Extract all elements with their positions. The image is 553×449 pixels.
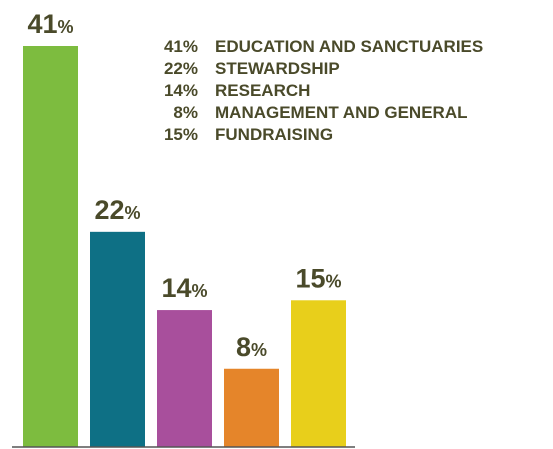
legend-percent: 41%: [163, 37, 198, 56]
legend-label: MANAGEMENT AND GENERAL: [215, 103, 468, 122]
legend-label: RESEARCH: [215, 81, 311, 100]
legend-item: 15% FUNDRAISING: [138, 124, 483, 146]
legend-item: 22% STEWARDSHIP: [138, 58, 483, 80]
bar-value-label: 15%: [295, 263, 341, 293]
bar-fundraising: [291, 300, 346, 447]
legend: 41% EDUCATION AND SANCTUARIES 22% STEWAR…: [138, 36, 483, 146]
legend-label: STEWARDSHIP: [215, 59, 340, 78]
bar-value-label: 14%: [161, 273, 207, 303]
legend-label: FUNDRAISING: [215, 125, 334, 144]
bar-value-label: 22%: [94, 195, 140, 225]
legend-item: 14% RESEARCH: [138, 80, 483, 102]
legend-item: 41% EDUCATION AND SANCTUARIES: [138, 36, 483, 58]
bar-stewardship: [90, 231, 145, 447]
bar-education-and-sanctuaries: [23, 46, 78, 447]
legend-item: 8% MANAGEMENT AND GENERAL: [138, 102, 483, 124]
bar-value-label: 8%: [236, 332, 267, 362]
legend-percent: 15%: [163, 125, 198, 144]
legend-percent: 22%: [163, 59, 198, 78]
legend-percent: 14%: [163, 81, 198, 100]
value-labels-group: 41% 22% 14% 8% 15%: [27, 9, 341, 362]
legend-label: EDUCATION AND SANCTUARIES: [215, 37, 484, 56]
legend-percent: 8%: [173, 103, 198, 122]
bar-research: [157, 310, 212, 447]
bar-value-label: 41%: [27, 9, 73, 39]
bar-management-and-general: [224, 368, 279, 447]
bars-group: [23, 46, 346, 447]
